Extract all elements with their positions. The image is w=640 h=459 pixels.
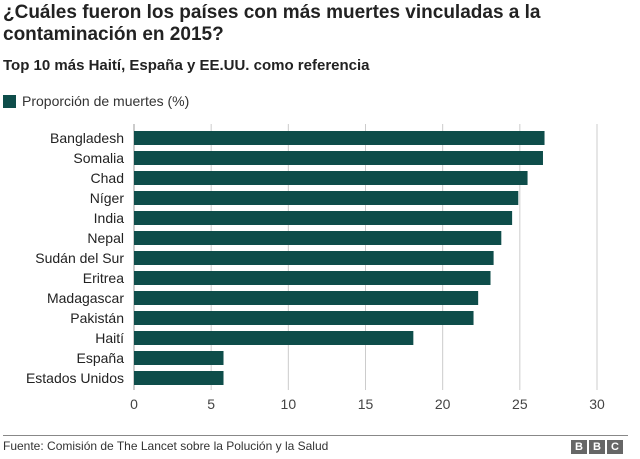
legend: Proporción de muertes (%) bbox=[3, 92, 189, 110]
bar bbox=[134, 351, 224, 365]
category-label: Eritrea bbox=[83, 270, 124, 286]
x-tick-label: 10 bbox=[281, 396, 297, 412]
bar bbox=[134, 251, 494, 265]
category-label: Nepal bbox=[87, 230, 124, 246]
bbc-logo: B B C bbox=[571, 440, 623, 454]
chart-subtitle: Top 10 más Haití, España y EE.UU. como r… bbox=[3, 57, 370, 74]
source-note: Fuente: Comisión de The Lancet sobre la … bbox=[3, 439, 329, 453]
category-label: España bbox=[77, 350, 125, 366]
category-label: Haití bbox=[95, 330, 124, 346]
logo-letter-1: B bbox=[571, 440, 587, 454]
category-label: Chad bbox=[91, 170, 124, 186]
bar bbox=[134, 171, 528, 185]
category-label: India bbox=[94, 210, 125, 226]
legend-label: Proporción de muertes (%) bbox=[22, 93, 190, 109]
bar bbox=[134, 231, 502, 245]
x-tick-label: 25 bbox=[512, 396, 528, 412]
bar-chart: 0 5 10 15 20 25 30 Bangladesh Somalia Chad Níger In… bbox=[26, 124, 605, 412]
chart-title: ¿Cuáles fueron los países con más muerte… bbox=[3, 2, 541, 45]
logo-letter-2: B bbox=[589, 440, 605, 454]
bar bbox=[134, 371, 224, 385]
category-label: Níger bbox=[90, 190, 125, 206]
category-label: Madagascar bbox=[47, 290, 124, 306]
bar bbox=[134, 131, 545, 145]
bar bbox=[134, 311, 474, 325]
category-label: Somalia bbox=[73, 150, 124, 166]
bar bbox=[134, 211, 513, 225]
x-tick-label: 5 bbox=[207, 396, 215, 412]
category-label: Pakistán bbox=[70, 310, 124, 326]
bar bbox=[134, 191, 519, 205]
bar bbox=[134, 151, 543, 165]
category-label: Bangladesh bbox=[50, 130, 124, 146]
x-tick-label: 0 bbox=[130, 396, 138, 412]
category-label: Sudán del Sur bbox=[35, 250, 124, 266]
category-label: Estados Unidos bbox=[26, 370, 124, 386]
bar bbox=[134, 271, 491, 285]
x-tick-label: 30 bbox=[589, 396, 605, 412]
x-tick-label: 15 bbox=[358, 396, 374, 412]
x-tick-label: 20 bbox=[435, 396, 451, 412]
footer-divider bbox=[3, 435, 628, 436]
bar bbox=[134, 291, 479, 305]
bar bbox=[134, 331, 414, 345]
logo-letter-3: C bbox=[607, 440, 623, 454]
legend-swatch bbox=[3, 94, 16, 108]
